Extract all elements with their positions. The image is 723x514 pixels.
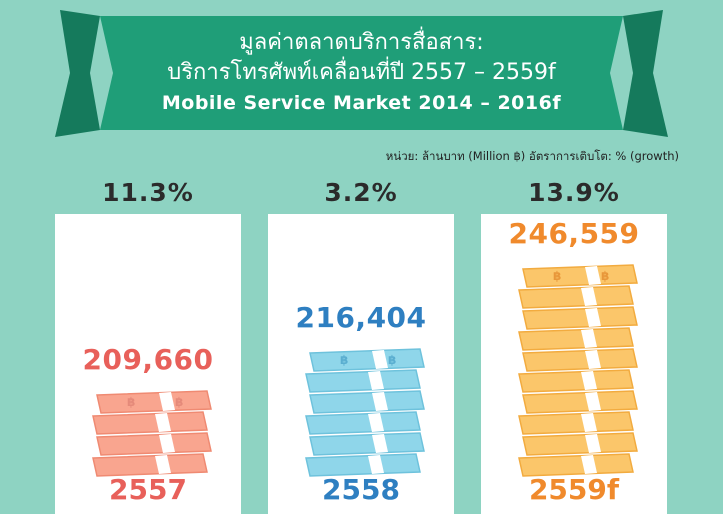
bar-panel-2558: ฿฿ 216,404 2558 <box>268 214 454 514</box>
money-brick: ฿฿ <box>96 390 212 414</box>
money-brick: ฿฿ <box>522 264 638 288</box>
bar-panel-2557: ฿฿ 209,660 2557 <box>55 214 241 514</box>
year-label-2558: 2558 <box>322 473 400 506</box>
money-brick: ฿฿ <box>309 348 425 372</box>
growth-label-2559f: 13.9% <box>528 178 620 207</box>
baht-symbol: ฿ <box>127 395 135 409</box>
title-banner <box>55 10 668 137</box>
money-brick <box>518 411 634 435</box>
money-brick <box>305 411 421 435</box>
year-label-2559f: 2559f <box>528 473 620 506</box>
money-brick <box>518 453 634 477</box>
growth-label-2557: 11.3% <box>102 178 194 207</box>
money-brick <box>522 348 638 372</box>
money-brick <box>518 327 634 351</box>
money-brick <box>309 432 425 456</box>
money-brick <box>522 390 638 414</box>
value-label-2557: 209,660 <box>82 343 214 376</box>
money-brick <box>92 411 208 435</box>
baht-symbol: ฿ <box>175 395 183 409</box>
money-brick <box>305 453 421 477</box>
title-line-3: Mobile Service Market 2014 – 2016f <box>161 92 562 114</box>
value-label-2558: 216,404 <box>295 301 427 334</box>
money-brick <box>522 432 638 456</box>
title-block: มูลค่าตลาดบริการสื่อสาร: บริการโทรศัพท์เ… <box>100 16 623 130</box>
money-stack-2559f: ฿฿ <box>518 264 638 477</box>
year-label-2557: 2557 <box>109 473 187 506</box>
unit-note: หน่วย: ล้านบาท (Million ฿) อัตราการเติบโ… <box>385 149 679 163</box>
money-brick <box>92 453 208 477</box>
money-brick <box>96 432 212 456</box>
title-line-1: มูลค่าตลาดบริการสื่อสาร: <box>239 30 484 55</box>
baht-symbol: ฿ <box>601 269 609 283</box>
money-brick <box>309 390 425 414</box>
baht-symbol: ฿ <box>340 353 348 367</box>
title-line-2: บริการโทรศัพท์เคลื่อนที่ปี 2557 – 2559f <box>167 60 556 85</box>
value-label-2559f: 246,559 <box>508 217 640 250</box>
baht-symbol: ฿ <box>553 269 561 283</box>
money-brick <box>518 285 634 309</box>
money-brick <box>518 369 634 393</box>
money-brick <box>522 306 638 330</box>
money-stack-2557: ฿฿ <box>92 390 212 477</box>
baht-symbol: ฿ <box>388 353 396 367</box>
money-brick <box>305 369 421 393</box>
bar-panel-2559f: ฿฿ 246,559 2559f <box>481 214 667 514</box>
money-stack-2558: ฿฿ <box>305 348 425 477</box>
growth-label-2558: 3.2% <box>324 178 398 207</box>
